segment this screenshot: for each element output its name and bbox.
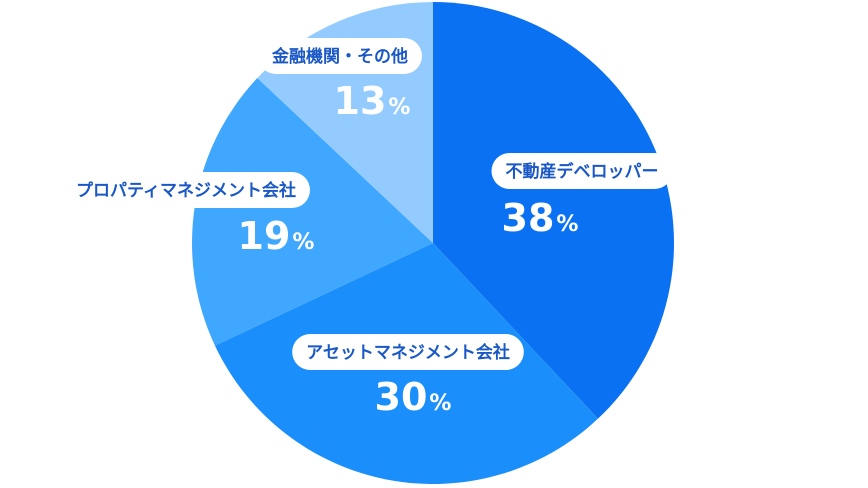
slice-label-pill-3 — [62, 172, 310, 208]
pie-slice-1 — [433, 2, 675, 419]
slice-value-2: 30% — [375, 375, 452, 419]
slice-label-1: 不動産デベロッパー — [506, 161, 659, 182]
pie-slice-3 — [192, 78, 433, 346]
pie-labels: 不動産デベロッパー 38% アセットマネジメント会社 30% プロパティマネジメント会社… — [62, 38, 673, 419]
slice-value-3: 19% — [238, 214, 315, 258]
slice-value-4: 13% — [334, 79, 411, 123]
slice-label-4: 金融機関・その他 — [271, 46, 408, 67]
slice-value-1: 38% — [502, 196, 579, 240]
slice-label-3: プロパティマネジメント会社 — [76, 180, 296, 201]
slice-label-pill-1 — [491, 153, 673, 189]
slice-label-2: アセットマネジメント会社 — [306, 342, 510, 363]
slice-label-pill-2 — [292, 334, 524, 370]
slice-label-pill-4 — [258, 38, 422, 74]
